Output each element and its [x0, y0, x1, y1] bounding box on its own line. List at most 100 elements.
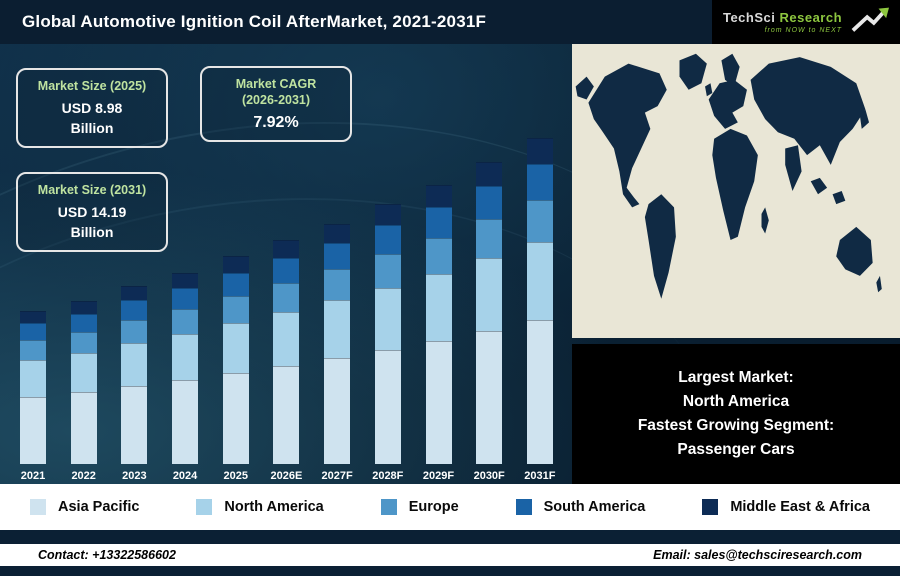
- bar-stack: [273, 240, 300, 464]
- header-bar: Global Automotive Ignition Coil AfterMar…: [0, 0, 900, 44]
- x-axis-label: 2025: [223, 470, 248, 482]
- bar-segment-middle-east-africa: [222, 256, 249, 273]
- logo-text: TechSci Research from NOW to NEXT: [723, 10, 842, 34]
- bar-stack: [526, 138, 553, 464]
- info-box-value: USD 8.98 Billion: [30, 99, 154, 138]
- world-map: [572, 44, 900, 338]
- cagr-label-line2: (2026-2031): [241, 93, 311, 108]
- bar-stack: [425, 185, 452, 464]
- info-box-label: Market Size (2025): [37, 79, 147, 93]
- bar-segment-asia-pacific: [70, 392, 97, 464]
- market-size-2031-box: Market Size (2031) USD 14.19 Billion: [16, 172, 168, 253]
- x-axis-label: 2021: [20, 470, 46, 482]
- bar-segment-asia-pacific: [374, 350, 401, 464]
- legend-swatch: [380, 499, 397, 515]
- bar-column-2029F: 2029F: [416, 185, 462, 482]
- bar-segment-south-america: [222, 273, 249, 296]
- legend-label: Europe: [408, 499, 459, 515]
- bar-segment-south-america: [324, 243, 351, 269]
- bar-column-2027F: 2027F: [314, 224, 360, 482]
- bar-segment-middle-east-africa: [324, 224, 351, 243]
- bar-segment-asia-pacific: [172, 380, 199, 464]
- info-box-label: Market CAGR (2026-2031): [214, 76, 338, 109]
- largest-market-label: Largest Market:: [678, 368, 794, 386]
- legend-item-north-america: North America: [196, 499, 324, 515]
- bar-segment-south-america: [374, 225, 401, 254]
- legend-swatch: [30, 499, 46, 515]
- bar-column-2028F: 2028F: [365, 204, 411, 482]
- bar-column-2031F: 2031F: [517, 138, 563, 482]
- cagr-label-line1: Market CAGR: [235, 77, 317, 91]
- chart-area: 2021 2022 2023 2024 2025 2026E 2027F 2028F 2029F…: [0, 44, 573, 484]
- bar-segment-middle-east-africa: [526, 138, 553, 164]
- bar-segment-north-america: [476, 258, 503, 331]
- bar-segment-middle-east-africa: [476, 162, 503, 186]
- bar-segment-asia-pacific: [324, 358, 351, 464]
- bar-chart: 2021 2022 2023 2024 2025 2026E 2027F 2028F 2029F…: [10, 138, 563, 482]
- x-axis-label: 2022: [71, 470, 96, 482]
- bar-segment-europe: [324, 269, 351, 300]
- largest-market-value: North America: [682, 392, 790, 410]
- bar-stack: [121, 286, 148, 464]
- market-size-2025-unit: Billion: [70, 119, 114, 136]
- cagr-value: 7.92%: [253, 113, 299, 131]
- bar-stack: [324, 224, 351, 464]
- x-axis-label: 2028F: [372, 470, 404, 482]
- market-size-2025-value: USD 8.98: [61, 100, 123, 117]
- logo-brand-primary: TechSci: [722, 10, 776, 25]
- bar-segment-middle-east-africa: [20, 311, 46, 323]
- bar-segment-south-america: [273, 258, 300, 283]
- contact-phone: Contact: +13322586602: [38, 548, 176, 562]
- bar-segment-europe: [70, 332, 97, 353]
- bar-segment-europe: [374, 254, 401, 288]
- bar-column-2026E: 2026E: [263, 240, 309, 482]
- footer-bar: Contact: +13322586602 Email: sales@techs…: [0, 544, 900, 566]
- right-panel: Largest Market: North America Fastest Gr…: [572, 44, 900, 484]
- bar-segment-south-america: [70, 314, 97, 332]
- x-axis-label: 2024: [172, 470, 198, 482]
- fastest-segment-value: Passenger Cars: [677, 441, 795, 459]
- legend-swatch: [515, 499, 532, 515]
- info-box-label: Market Size (2031): [37, 183, 147, 197]
- bar-segment-south-america: [526, 164, 553, 200]
- bar-segment-south-america: [425, 207, 452, 238]
- footer-bottom-stripe: [0, 566, 900, 576]
- x-axis-label: 2026E: [270, 470, 303, 482]
- bar-segment-asia-pacific: [222, 373, 249, 464]
- bar-column-2021: 2021: [10, 311, 56, 482]
- bar-segment-middle-east-africa: [121, 286, 148, 300]
- market-highlight-box: Largest Market: North America Fastest Gr…: [572, 344, 900, 484]
- bar-segment-europe: [526, 200, 553, 242]
- bar-segment-north-america: [172, 334, 199, 380]
- bar-segment-north-america: [70, 353, 97, 392]
- bar-segment-europe: [273, 283, 300, 312]
- bar-segment-europe: [20, 340, 46, 360]
- bar-stack: [70, 301, 97, 464]
- x-axis-label: 2031F: [524, 470, 556, 482]
- market-size-2031-value: USD 14.19: [57, 204, 127, 221]
- bar-stack: [20, 311, 46, 464]
- x-axis-label: 2029F: [422, 470, 455, 482]
- bar-column-2022: 2022: [61, 301, 107, 482]
- bar-segment-north-america: [374, 288, 401, 350]
- bar-segment-middle-east-africa: [374, 204, 401, 225]
- info-box-value: USD 14.19 Billion: [30, 203, 154, 242]
- footer-gap: [0, 530, 900, 544]
- bar-segment-asia-pacific: [20, 397, 46, 464]
- bar-segment-europe: [121, 320, 148, 343]
- bar-stack: [222, 256, 249, 464]
- contact-email: Email: sales@techsciresearch.com: [653, 548, 862, 562]
- bar-segment-asia-pacific: [476, 331, 503, 464]
- logo-tagline: from NOW to NEXT: [764, 27, 843, 34]
- bar-stack: [172, 273, 199, 464]
- logo-brand: TechSci Research: [723, 10, 842, 25]
- bar-segment-north-america: [273, 312, 300, 366]
- legend-item-south-america: South America: [515, 499, 645, 515]
- bar-segment-europe: [425, 238, 452, 274]
- bar-segment-north-america: [526, 242, 553, 320]
- legend-item-middle-east-africa: Middle East & Africa: [702, 499, 870, 515]
- legend-label: Middle East & Africa: [730, 499, 870, 515]
- x-axis-label: 2030F: [473, 470, 505, 482]
- bar-segment-north-america: [20, 360, 46, 397]
